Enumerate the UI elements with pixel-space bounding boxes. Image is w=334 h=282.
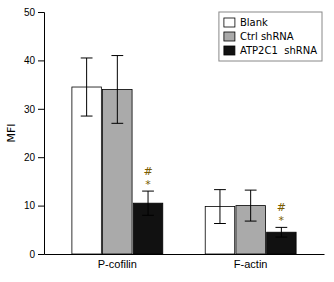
legend-item: Ctrl shRNA xyxy=(224,31,294,42)
legend-swatch xyxy=(224,18,235,27)
y-tick-mark xyxy=(38,60,44,61)
annotations: *#*# xyxy=(143,165,286,227)
legend-label: Blank xyxy=(240,17,268,28)
y-tick-mark xyxy=(38,12,44,13)
legend-swatch xyxy=(224,46,235,55)
y-tick-mark xyxy=(38,254,44,255)
y-tick-label: 30 xyxy=(24,104,36,115)
y-tick: 40 xyxy=(24,55,44,66)
y-tick-label: 20 xyxy=(24,152,36,163)
legend-label: ATP2C1 shRNA xyxy=(240,45,317,56)
legend-item: ATP2C1 shRNA xyxy=(224,45,317,56)
x-tick-label: F-actin xyxy=(234,258,268,270)
error-bar xyxy=(214,190,226,224)
y-axis-title: MFI xyxy=(5,123,18,142)
annotation: # xyxy=(277,201,286,214)
chart: 01020304050P-cofilinF-actin*#*#BlankCtrl… xyxy=(0,0,334,282)
x-tick: P-cofilin xyxy=(98,258,137,270)
x-axis-line xyxy=(45,254,325,255)
legend-swatch xyxy=(224,32,235,41)
y-tick: 30 xyxy=(24,104,44,115)
x-tick: F-actin xyxy=(234,258,268,270)
plot: 01020304050P-cofilinF-actin*#*#BlankCtrl… xyxy=(24,7,325,270)
y-tick-label: 50 xyxy=(24,7,36,18)
y-tick-mark xyxy=(38,109,44,110)
error-bar xyxy=(81,58,93,116)
y-tick-mark xyxy=(38,206,44,207)
legend-frame xyxy=(219,12,322,61)
annotation: * xyxy=(145,178,151,191)
legend-item: Blank xyxy=(224,17,268,28)
y-tick-label: 0 xyxy=(29,249,35,260)
x-axis: P-cofilin F-actin xyxy=(45,255,325,270)
y-tick: 20 xyxy=(24,152,44,163)
y-tick-label: 10 xyxy=(24,200,36,211)
x-tick-label: P-cofilin xyxy=(98,258,137,270)
bars xyxy=(72,56,296,254)
annotation: # xyxy=(143,165,152,178)
error-bar xyxy=(111,56,123,124)
y-tick: 50 xyxy=(24,7,44,18)
y-axis-line xyxy=(38,13,45,255)
error-bar xyxy=(245,190,257,221)
error-bar xyxy=(142,191,154,215)
y-tick: 10 xyxy=(24,200,44,211)
error-bar xyxy=(275,227,287,237)
legend-label: Ctrl shRNA xyxy=(240,31,294,42)
y-tick-mark xyxy=(38,157,44,158)
legend: Blank Ctrl shRNA ATP2C1 shRNA xyxy=(219,12,322,61)
y-tick-label: 40 xyxy=(24,55,36,66)
annotation: * xyxy=(279,214,285,227)
y-tick: 0 xyxy=(29,249,44,260)
y-axis: 0 10 20 30 40 50 xyxy=(24,7,45,260)
